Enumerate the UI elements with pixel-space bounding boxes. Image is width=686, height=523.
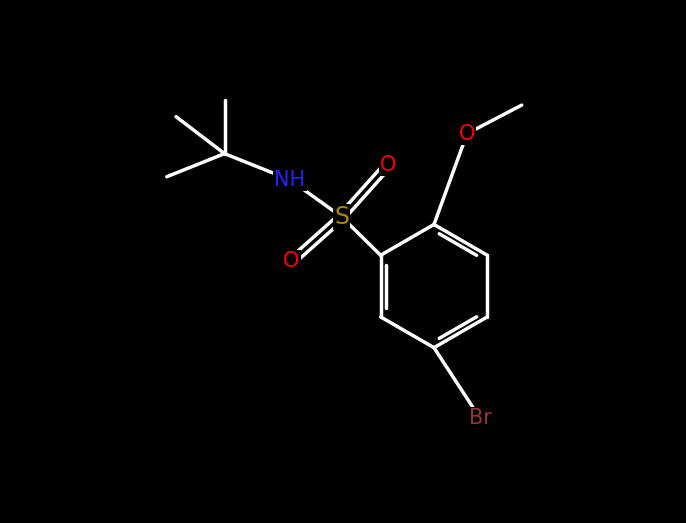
Text: S: S <box>334 205 349 229</box>
Text: NH: NH <box>274 170 305 190</box>
Text: O: O <box>459 123 475 144</box>
Text: O: O <box>283 252 300 271</box>
Text: O: O <box>379 155 396 175</box>
Text: Br: Br <box>469 408 492 428</box>
